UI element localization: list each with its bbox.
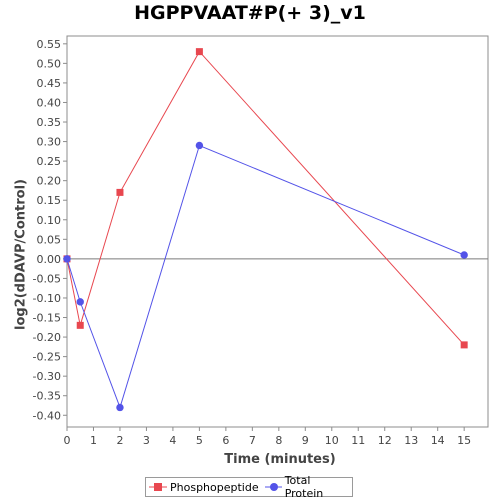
y-tick-label: -0.15 — [33, 312, 61, 325]
x-tick-label: 8 — [275, 434, 282, 447]
y-tick-label: 0.25 — [37, 155, 62, 168]
plot-area — [66, 35, 489, 428]
y-tick-label: 0.45 — [37, 77, 62, 90]
data-point — [195, 141, 204, 150]
y-tick-label: 0.30 — [37, 136, 62, 149]
y-tick-label: -0.35 — [33, 390, 61, 403]
y-tick-label: -0.05 — [33, 272, 61, 285]
y-tick-label: 0.55 — [37, 38, 62, 51]
x-axis-label: Time (minutes) — [224, 452, 336, 467]
x-tick-label: 11 — [351, 434, 365, 447]
x-tick-label: 2 — [116, 434, 123, 447]
chart-plot: 0.55 0.50 0.45 0.40 0.35 0.30 0.25 0.20 0.15 0.10… — [33, 35, 489, 447]
data-point — [460, 341, 468, 349]
x-tick-label: 15 — [457, 434, 471, 447]
y-tick-label: -0.20 — [33, 331, 61, 344]
x-tick-label: 13 — [404, 434, 418, 447]
square-marker-icon — [149, 483, 167, 491]
legend-label-total-protein: Total Protein — [284, 474, 324, 500]
data-point — [76, 298, 84, 306]
x-tick-label: 4 — [169, 434, 176, 447]
legend: Phosphopeptide Total Protein — [145, 474, 353, 500]
y-tick-label: -0.25 — [33, 351, 61, 364]
y-tick-label: 0.00 — [37, 253, 62, 266]
y-tick-label: 0.50 — [37, 57, 62, 70]
data-point — [63, 255, 71, 263]
legend-label-phosphopeptide: Phosphopeptide — [170, 480, 259, 494]
y-tick-label: 0.05 — [37, 233, 62, 246]
x-tick-label: 0 — [64, 434, 71, 447]
x-tick-label: 7 — [249, 434, 256, 447]
data-point — [116, 188, 124, 196]
data-point — [460, 251, 468, 259]
legend-item-total-protein: Total Protein — [264, 474, 349, 500]
y-tick-label: -0.10 — [33, 292, 61, 305]
y-tick-label: 0.40 — [37, 96, 62, 109]
x-tick-label: 14 — [431, 434, 445, 447]
x-tick-label: 6 — [222, 434, 229, 447]
data-point — [195, 48, 203, 56]
data-point — [76, 321, 84, 329]
chart-title: HGPPVAAT#P(+ 3)_v1 — [134, 2, 366, 24]
x-tick-label: 5 — [196, 434, 203, 447]
y-tick-label: 0.20 — [37, 175, 62, 188]
data-point — [116, 403, 124, 412]
legend-item-phosphopeptide: Phosphopeptide — [149, 481, 259, 494]
x-tick-label: 9 — [302, 434, 309, 447]
x-tick-label: 10 — [325, 434, 339, 447]
y-tick-label: -0.40 — [33, 409, 61, 422]
y-tick-label: 0.35 — [37, 116, 62, 129]
y-tick-label: 0.15 — [37, 194, 62, 207]
x-tick-label: 1 — [90, 434, 97, 447]
x-tick-label: 3 — [143, 434, 150, 447]
y-tick-label: -0.30 — [33, 370, 61, 383]
x-tick-label: 12 — [378, 434, 392, 447]
y-tick-label: 0.10 — [37, 214, 62, 227]
circle-marker-icon — [264, 483, 282, 491]
